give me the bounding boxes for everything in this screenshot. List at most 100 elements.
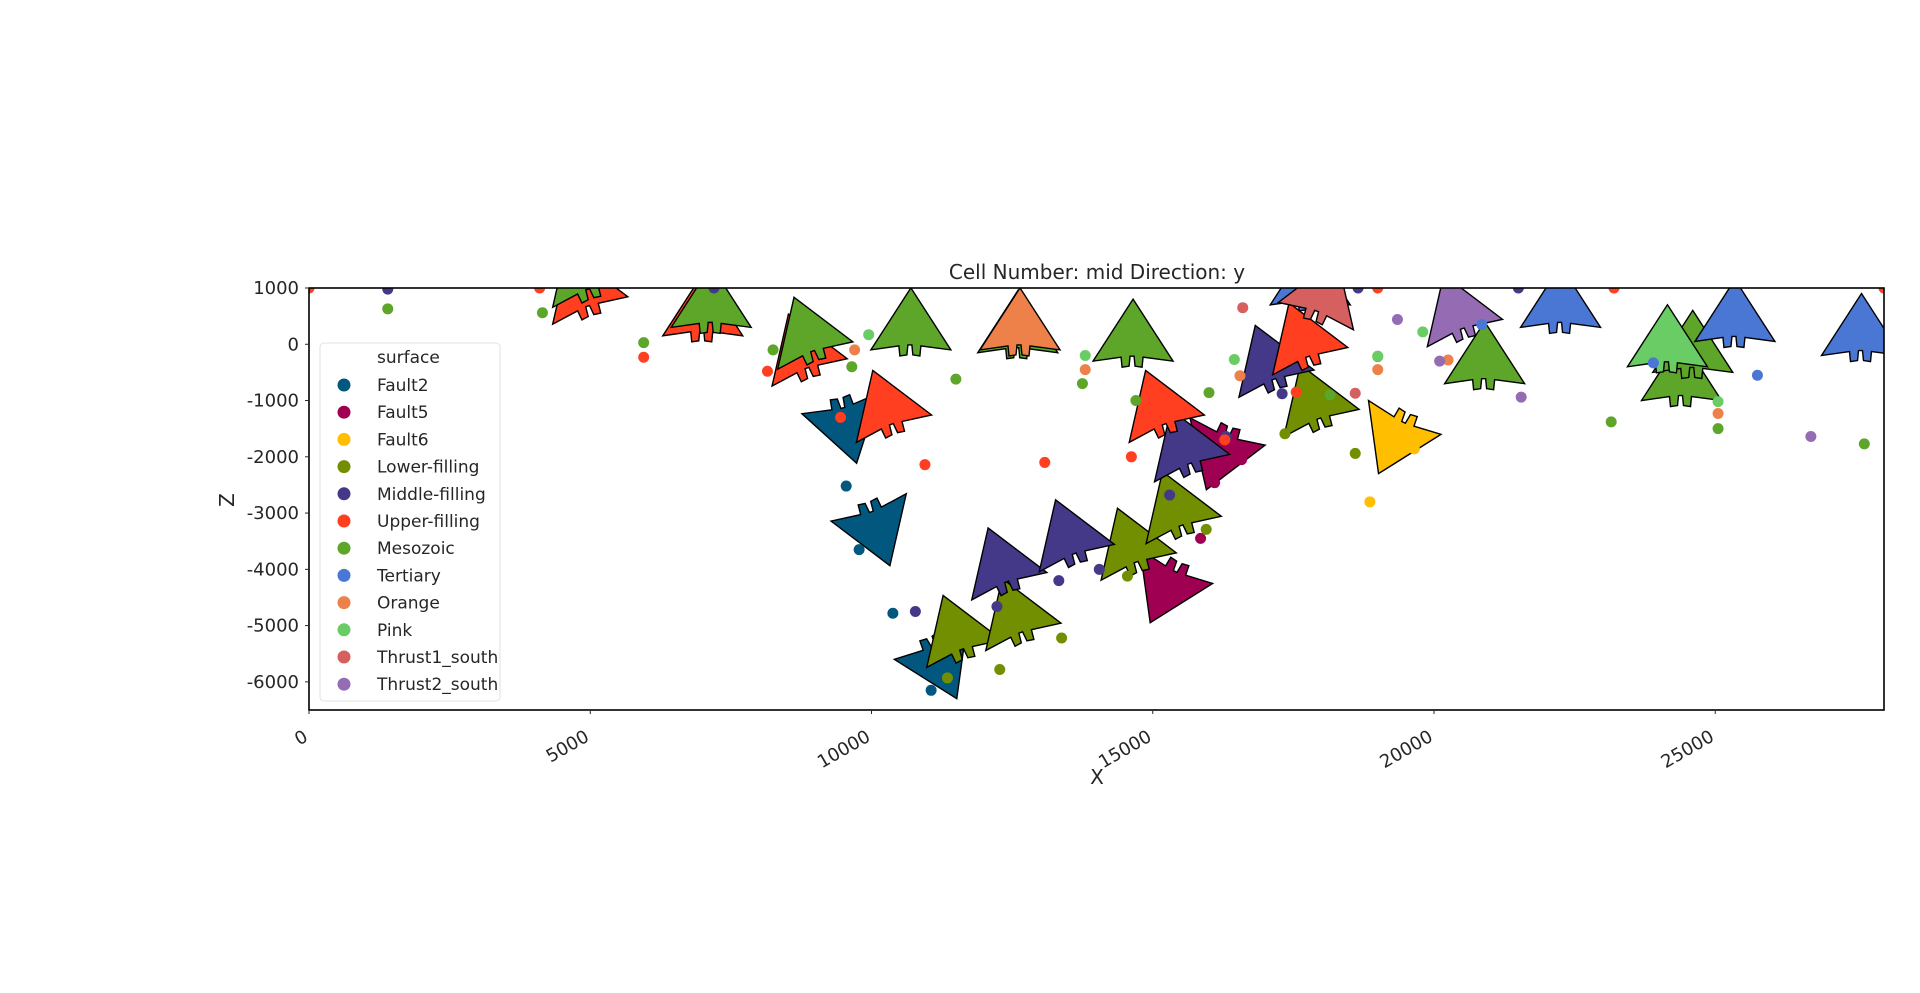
- data-point: [1276, 388, 1288, 400]
- x-tick-label: 15000: [1095, 726, 1155, 773]
- data-point: [309, 288, 315, 294]
- y-tick-label: -5000: [247, 616, 299, 637]
- data-point: [846, 361, 858, 373]
- data-point: [1352, 288, 1364, 294]
- data-point: [1605, 416, 1617, 428]
- data-point: [1712, 407, 1724, 419]
- legend-marker: [337, 650, 351, 664]
- x-tick-label: 20000: [1376, 726, 1436, 773]
- legend-marker: [337, 623, 351, 637]
- data-point: [1152, 591, 1164, 603]
- orientation-marker: [829, 492, 908, 567]
- orientation-marker: [1443, 320, 1527, 391]
- x-tick-label: 10000: [814, 726, 874, 773]
- orientation-marker: [1519, 288, 1602, 335]
- data-point: [1442, 354, 1454, 366]
- legend-label: Lower-filling: [377, 458, 479, 478]
- data-point: [1878, 288, 1884, 294]
- data-point: [1130, 395, 1142, 407]
- data-point: [815, 413, 827, 425]
- legend-marker: [337, 405, 351, 419]
- y-tick-label: -2000: [247, 447, 299, 468]
- data-point: [382, 303, 394, 315]
- data-point: [1324, 389, 1336, 401]
- data-point: [994, 663, 1006, 675]
- data-point: [1125, 451, 1137, 463]
- data-point: [1219, 434, 1231, 446]
- data-point: [638, 337, 650, 349]
- orientation-marker: [869, 288, 953, 357]
- orientation-marker: [1367, 399, 1443, 475]
- data-point: [1079, 350, 1091, 362]
- orientation-marker: [978, 288, 1062, 357]
- orientation-marker: [1693, 288, 1777, 349]
- legend-label: Fault6: [377, 430, 429, 450]
- data-point: [919, 459, 931, 471]
- x-axis-label: X: [1090, 765, 1104, 789]
- legend-marker: [337, 541, 351, 555]
- data-point: [1372, 288, 1384, 294]
- legend-label: Fault2: [377, 376, 429, 396]
- legend-marker: [337, 514, 351, 528]
- data-point: [1372, 350, 1384, 362]
- data-point: [1076, 378, 1088, 390]
- data-point: [1805, 431, 1817, 443]
- data-point: [1608, 288, 1620, 294]
- data-point: [1313, 390, 1325, 402]
- data-point: [1647, 357, 1659, 369]
- orientation-marker: [669, 288, 753, 335]
- data-point: [1234, 370, 1246, 382]
- orientation-marker: [1820, 292, 1884, 363]
- legend-label: Fault5: [377, 403, 429, 423]
- orientation-marker: [1128, 369, 1207, 444]
- data-point: [1164, 489, 1176, 501]
- y-tick-label: -6000: [247, 672, 299, 693]
- legend-marker: [337, 596, 351, 610]
- data-point: [887, 607, 899, 619]
- data-point: [1391, 314, 1403, 326]
- data-point: [1712, 423, 1724, 435]
- data-point: [1279, 428, 1291, 440]
- legend-label: Thrust2_south: [376, 675, 498, 695]
- data-point: [941, 672, 953, 684]
- legend-box: [319, 342, 501, 702]
- data-point: [909, 606, 921, 618]
- data-point: [950, 373, 962, 385]
- data-point: [761, 365, 773, 377]
- data-point: [1093, 563, 1105, 575]
- orientation-marker: [800, 391, 881, 465]
- chart-title: Cell Number: mid Direction: y: [949, 260, 1245, 284]
- data-point: [1053, 575, 1065, 587]
- data-point: [1712, 396, 1724, 408]
- orientation-marker: [970, 526, 1049, 602]
- y-tick-label: -1000: [247, 391, 299, 412]
- legend-label: Mesozoic: [377, 539, 455, 559]
- plot-frame: [308, 287, 1885, 711]
- orientation-marker: [776, 296, 855, 371]
- legend: surface Fault2 Fault5 Fault6 Lower-filling M…: [319, 342, 501, 702]
- data-point: [1515, 391, 1527, 403]
- orientation-marker: [1100, 507, 1178, 582]
- data-point: [1417, 326, 1429, 338]
- orientation-marker: [1139, 548, 1215, 624]
- data-point: [1056, 632, 1068, 644]
- data-point: [1236, 454, 1248, 466]
- data-point: [1121, 570, 1133, 582]
- legend-marker: [337, 378, 351, 392]
- x-tick-label: 5000: [543, 726, 593, 767]
- data-point: [536, 307, 548, 319]
- data-point: [1203, 387, 1215, 399]
- legend-marker: [337, 677, 351, 691]
- y-tick-label: 0: [288, 334, 299, 355]
- data-point: [835, 411, 847, 423]
- legend-label: Tertiary: [376, 566, 441, 586]
- data-point: [534, 288, 546, 294]
- data-point: [1751, 369, 1763, 381]
- data-point: [1434, 355, 1446, 367]
- data-point: [708, 288, 720, 294]
- data-point: [638, 351, 650, 363]
- legend-label: Pink: [377, 621, 412, 641]
- x-tick-label: 25000: [1658, 726, 1718, 773]
- data-point: [382, 288, 394, 295]
